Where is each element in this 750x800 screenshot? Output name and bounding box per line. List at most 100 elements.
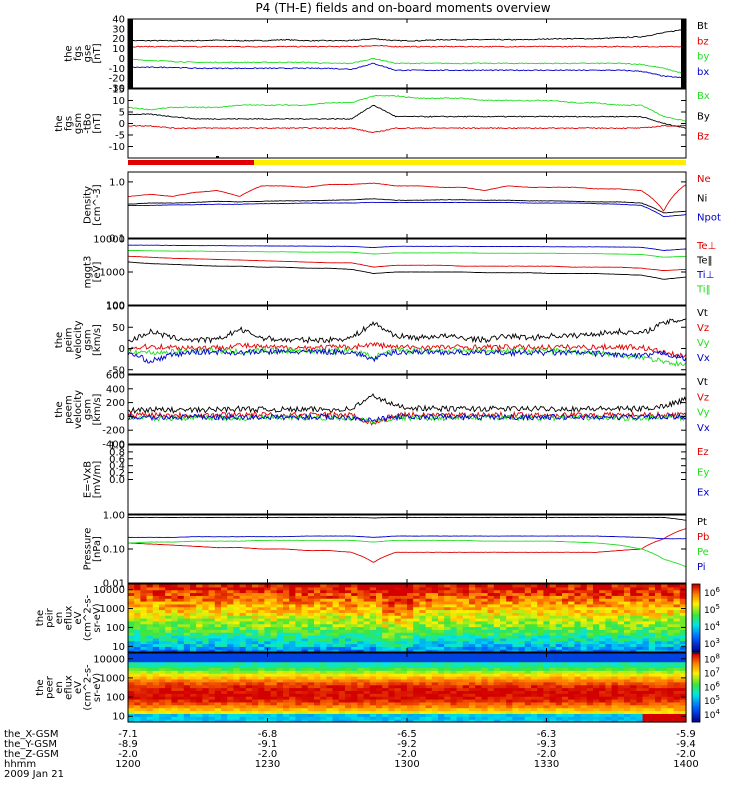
heatmap-cell [580, 626, 588, 630]
heatmap-cell [611, 635, 619, 639]
heatmap-cell [264, 589, 272, 594]
heatmap-cell [338, 684, 346, 689]
colorbar-tick-label: 105 [704, 694, 720, 707]
heatmap-cell [295, 661, 303, 666]
heatmap-cell [183, 693, 191, 697]
heatmap-cell [407, 701, 414, 706]
y-tick-label: 400 [106, 384, 125, 395]
heatmap-cell [214, 606, 222, 611]
heatmap-cell [146, 589, 154, 594]
heatmap-cell [537, 713, 544, 717]
heatmap-cell [382, 693, 389, 697]
heatmap-cell [630, 637, 637, 642]
heatmap-cell [568, 707, 575, 712]
heatmap-cell [134, 673, 141, 677]
heatmap-cell [642, 673, 650, 677]
heatmap-cell [438, 710, 445, 714]
heatmap-cell [239, 684, 247, 689]
heatmap-cell [146, 661, 154, 666]
heatmap-cell [407, 681, 414, 686]
heatmap-cell [245, 664, 253, 668]
y-axis-label-line: peir [45, 607, 56, 627]
heatmap-cell [376, 653, 383, 657]
heatmap-cell [394, 719, 402, 723]
heatmap-cell [673, 649, 681, 653]
heatmap-cell [196, 603, 203, 608]
heatmap-cell [208, 612, 216, 616]
heatmap-cell [407, 618, 414, 622]
heatmap-cell [332, 707, 340, 712]
heatmap-cell [221, 586, 228, 591]
heatmap-cell [617, 719, 625, 723]
heatmap-cell [642, 690, 650, 694]
heatmap-cell [487, 696, 495, 700]
colorbar-tick-label: 106 [704, 680, 720, 693]
heatmap-cell [171, 716, 179, 720]
heatmap-cell [140, 670, 148, 674]
heatmap-cell [438, 643, 445, 647]
heatmap-cell [630, 620, 637, 625]
heatmap-cell [283, 673, 290, 677]
heatmap-cell [661, 676, 668, 680]
heatmap-cell [369, 637, 377, 642]
heatmap-cell [413, 589, 420, 594]
heatmap-cell [444, 603, 451, 608]
heatmap-cell [159, 606, 166, 611]
heatmap-cell [617, 643, 625, 647]
heatmap-cell [388, 649, 396, 653]
heatmap-cell [177, 681, 185, 686]
heatmap-cell [295, 719, 303, 723]
heatmap-cell [407, 687, 414, 691]
heatmap-cell [276, 646, 284, 650]
heatmap-cell [196, 687, 203, 691]
heatmap-cell [369, 684, 377, 689]
heatmap-cell [456, 632, 464, 636]
heatmap-cell [425, 640, 433, 645]
heatmap-cell [190, 707, 197, 712]
heatmap-cell [648, 584, 656, 588]
heatmap-cell [450, 713, 458, 717]
heatmap-cell [574, 701, 582, 706]
heatmap-cell [276, 649, 284, 653]
heatmap-cell [376, 592, 383, 596]
heatmap-cell [239, 655, 247, 660]
heatmap-cell [512, 646, 520, 650]
heatmap-cell [580, 658, 588, 663]
heatmap-cell [332, 673, 340, 677]
heatmap-cell [314, 716, 321, 720]
heatmap-cell [593, 670, 600, 674]
heatmap-cell [673, 592, 681, 596]
heatmap-cell [221, 649, 228, 653]
heatmap-cell [382, 592, 389, 596]
heatmap-cell [462, 635, 470, 639]
heatmap-cell [444, 664, 451, 668]
heatmap-cell [388, 620, 396, 625]
heatmap-cell [264, 601, 272, 605]
heatmap-cell [221, 609, 228, 613]
heatmap-cell [611, 670, 619, 674]
heatmap-cell [419, 595, 427, 599]
heatmap-cell [431, 658, 439, 663]
heatmap-cell [574, 603, 582, 608]
heatmap-cell [518, 626, 526, 630]
heatmap-cell [357, 598, 365, 602]
heatmap-cell [140, 664, 148, 668]
heatmap-cell [202, 629, 210, 633]
heatmap-cell [475, 690, 482, 694]
heatmap-cell [624, 586, 631, 591]
heatmap-cell [264, 684, 272, 689]
heatmap-cell [338, 626, 346, 630]
heatmap-cell [283, 678, 290, 683]
series-bx-line [127, 62, 687, 79]
heatmap-cell [159, 618, 166, 622]
heatmap-cell [407, 667, 414, 671]
heatmap-cell [208, 606, 216, 611]
heatmap-cell [549, 704, 557, 709]
heatmap-cell [276, 713, 284, 717]
heatmap-cell [574, 719, 582, 723]
heatmap-cell [239, 716, 247, 720]
heatmap-cell [388, 615, 396, 619]
heatmap-cell [369, 693, 377, 697]
heatmap-cell [599, 640, 606, 645]
